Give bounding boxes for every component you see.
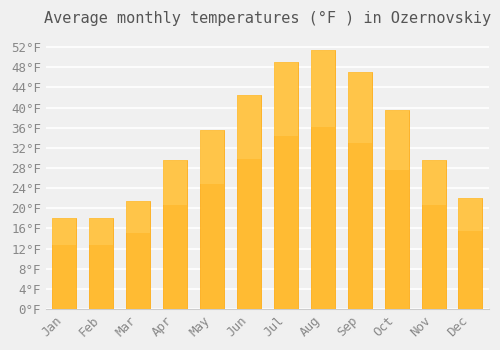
Bar	[274, 62, 298, 309]
Bar	[163, 160, 187, 205]
Bar	[274, 62, 298, 136]
Bar	[200, 130, 224, 184]
Bar	[52, 218, 76, 245]
Bar	[52, 218, 76, 309]
Bar	[311, 50, 335, 309]
Bar	[458, 198, 482, 231]
Bar	[348, 72, 372, 309]
Bar	[384, 110, 408, 170]
Bar	[126, 201, 150, 233]
Bar	[422, 160, 446, 309]
Bar	[237, 95, 261, 309]
Bar	[126, 201, 150, 309]
Bar	[163, 160, 187, 309]
Bar	[90, 218, 114, 309]
Bar	[90, 218, 114, 245]
Bar	[348, 72, 372, 143]
Bar	[200, 130, 224, 309]
Bar	[422, 160, 446, 205]
Bar	[311, 50, 335, 127]
Bar	[458, 198, 482, 309]
Bar	[384, 110, 408, 309]
Title: Average monthly temperatures (°F ) in Ozernovskiy: Average monthly temperatures (°F ) in Oz…	[44, 11, 491, 26]
Bar	[237, 95, 261, 159]
